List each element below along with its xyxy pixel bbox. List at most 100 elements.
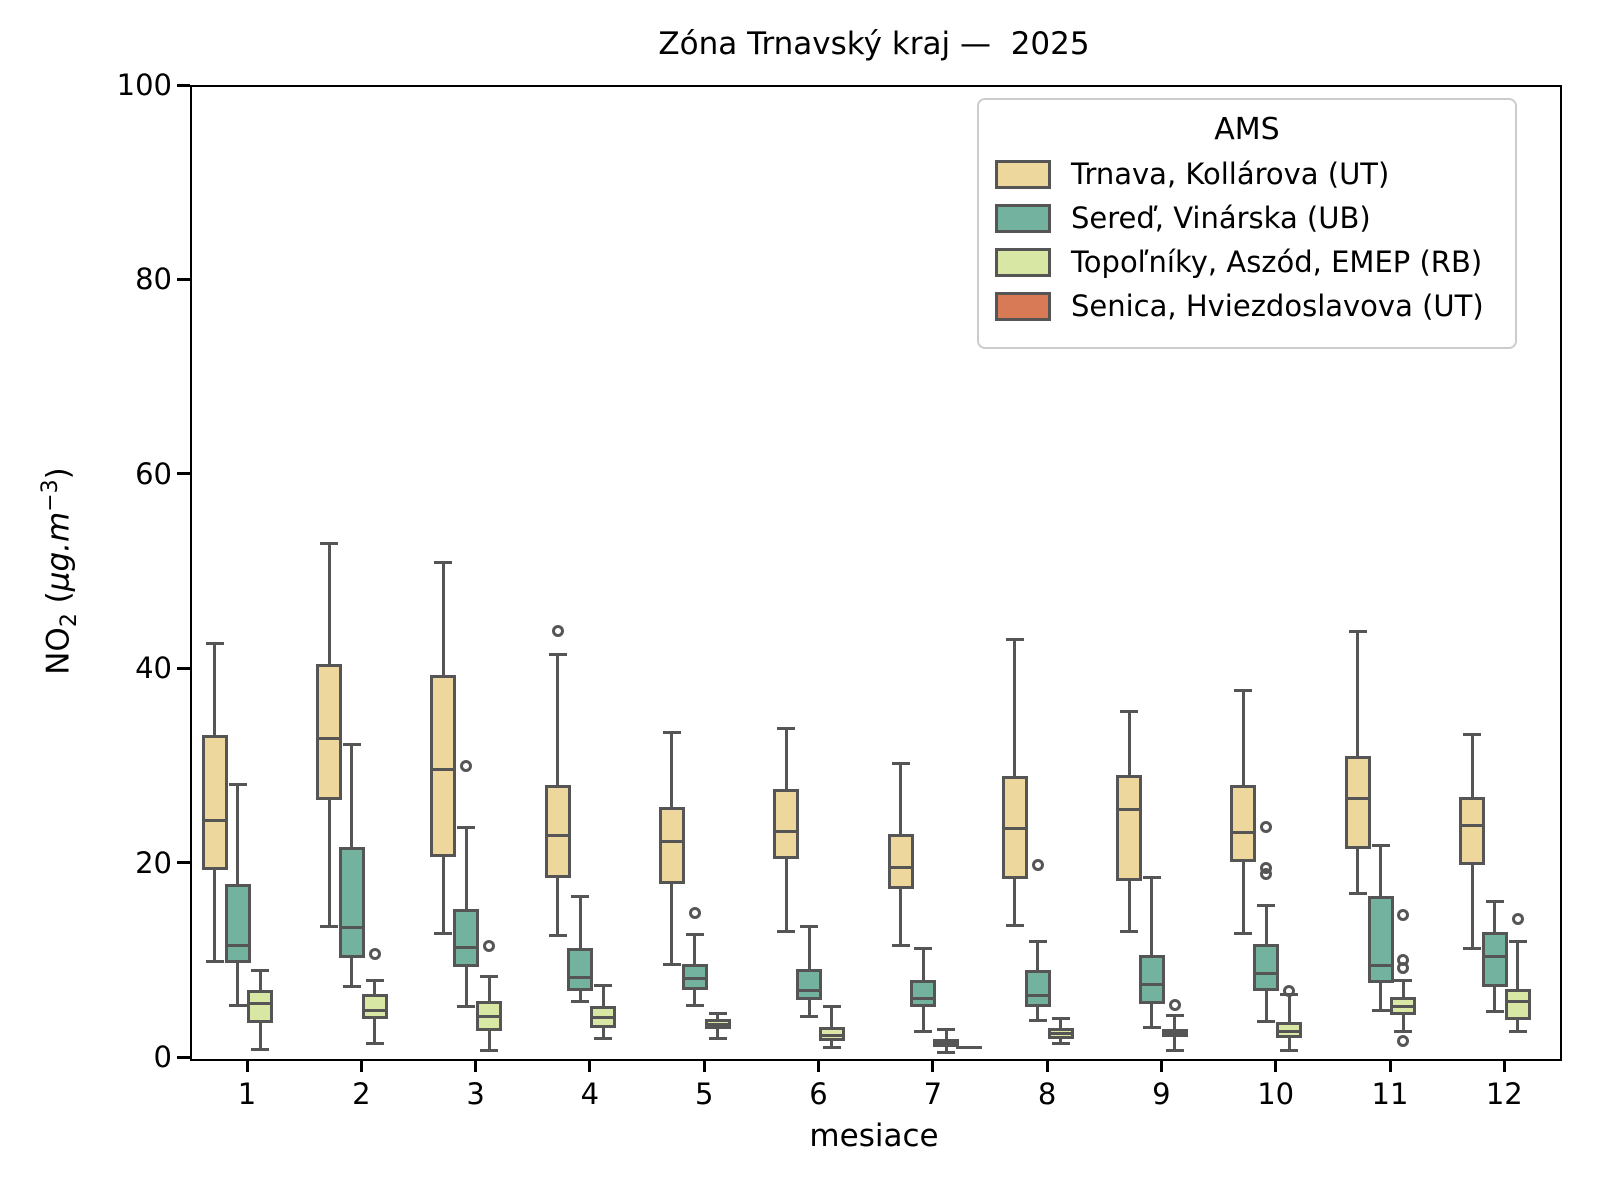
whisker-cap-upper	[594, 983, 613, 987]
whisker-cap-upper	[1463, 732, 1481, 736]
whisker-cap-lower	[891, 943, 910, 947]
whisker-lower	[1493, 987, 1497, 1012]
legend-entry: Senica, Hviezdoslavova (UT)	[995, 289, 1499, 323]
box-median	[1276, 1030, 1303, 1034]
box-median	[1253, 971, 1280, 975]
whisker-cap-lower	[365, 1041, 384, 1045]
legend-entry: Sereď, Vinárska (UB)	[995, 201, 1499, 235]
x-tick-mark	[702, 1059, 706, 1072]
legend-label: Senica, Hviezdoslavova (UT)	[1071, 289, 1484, 323]
box-median	[1116, 807, 1143, 811]
whisker-lower	[1379, 983, 1383, 1011]
whisker-cap-upper	[1165, 1013, 1184, 1017]
box-median	[658, 839, 685, 843]
whisker-cap-lower	[822, 1045, 841, 1049]
whisker-upper	[441, 562, 445, 676]
box-median	[1367, 964, 1394, 968]
whisker-cap-upper	[1005, 637, 1024, 641]
whisker-cap-upper	[320, 542, 338, 546]
box-1-m6	[773, 788, 800, 859]
box-1-m3	[430, 675, 457, 857]
whisker-cap-upper	[251, 969, 270, 973]
y-axis-label-unit: µg.m	[40, 511, 77, 592]
whisker-cap-upper	[342, 742, 361, 746]
whisker-upper	[1470, 734, 1474, 797]
whisker-cap-upper	[1051, 1016, 1070, 1020]
whisker-lower	[1401, 1015, 1405, 1032]
whisker-lower	[716, 1028, 720, 1039]
whisker-upper	[921, 948, 925, 981]
whisker-upper	[670, 732, 674, 808]
whisker-cap-lower	[1051, 1041, 1070, 1045]
whisker-upper	[1401, 980, 1405, 997]
whisker-cap-upper	[1142, 875, 1161, 879]
legend-label: Topoľníky, Aszód, EMEP (RB)	[1071, 245, 1483, 279]
box-2-m1	[224, 884, 251, 963]
whisker-upper	[1036, 941, 1040, 970]
y-tick-label: 40	[135, 651, 172, 686]
whisker-cap-lower	[1165, 1048, 1184, 1052]
box-median	[933, 1040, 960, 1044]
box-median	[1161, 1031, 1188, 1035]
whisker-cap-upper	[571, 895, 590, 899]
whisker-upper	[1287, 994, 1291, 1023]
whisker-upper	[944, 1029, 948, 1039]
whisker-lower	[327, 800, 331, 927]
whisker-cap-upper	[777, 727, 796, 731]
box-median	[1390, 1005, 1417, 1008]
box-median	[1138, 982, 1165, 986]
whisker-upper	[1264, 905, 1268, 945]
whisker-lower	[1287, 1037, 1291, 1051]
whisker-lower	[921, 1007, 925, 1032]
box-2-m7	[910, 980, 937, 1008]
box-median	[544, 833, 571, 837]
box-median	[1047, 1032, 1074, 1036]
whisker-lower	[1036, 1007, 1040, 1021]
whisker-cap-lower	[914, 1030, 933, 1034]
box-median	[818, 1034, 845, 1038]
whisker-cap-lower	[548, 934, 567, 938]
whisker-lower	[899, 888, 902, 946]
y-tick-label: 100	[116, 68, 172, 102]
y-axis-label-close: )	[40, 467, 77, 480]
legend-swatch-senica	[995, 291, 1051, 321]
whisker-cap-upper	[1120, 710, 1139, 714]
box-median	[201, 819, 228, 823]
x-tick-mark	[1502, 1059, 1506, 1072]
whisker-cap-lower	[1394, 1030, 1413, 1034]
whisker-lower	[373, 1019, 377, 1044]
whisker-cap-upper	[365, 978, 384, 982]
y-tick-label: 80	[135, 262, 172, 297]
y-tick-mark	[177, 83, 190, 87]
box-1-m1	[201, 735, 228, 871]
whisker-upper	[350, 744, 354, 848]
x-tick-mark	[931, 1059, 935, 1072]
y-tick-label: 60	[135, 456, 172, 491]
whisker-upper	[899, 763, 902, 835]
outlier-point	[368, 948, 381, 961]
whisker-lower	[1516, 1020, 1520, 1032]
whisker-cap-upper	[1371, 843, 1390, 847]
whisker-lower	[441, 856, 445, 934]
y-tick-mark	[177, 1055, 190, 1059]
x-tick-mark	[1045, 1059, 1049, 1072]
whisker-lower	[1150, 1003, 1154, 1028]
chart-title: Zóna Trnavský kraj — 2025	[658, 26, 1090, 62]
box-1-m2	[316, 664, 342, 801]
whisker-lower	[556, 878, 560, 936]
x-tick-label: 3	[466, 1077, 485, 1111]
x-tick-label: 2	[352, 1077, 371, 1111]
whisker-lower	[578, 990, 582, 1002]
whisker-cap-upper	[891, 762, 910, 765]
whisker-upper	[1516, 941, 1520, 989]
box-2-m4	[567, 948, 594, 991]
y-tick-mark	[177, 277, 190, 281]
whisker-upper	[1379, 845, 1383, 896]
x-tick-label: 10	[1257, 1077, 1295, 1111]
x-tick-label: 6	[809, 1077, 828, 1111]
whisker-cap-upper	[1234, 689, 1253, 693]
whisker-cap-upper	[708, 1011, 727, 1015]
whisker-upper	[693, 934, 697, 964]
whisker-cap-lower	[1280, 1048, 1299, 1052]
x-tick-mark	[474, 1059, 478, 1072]
